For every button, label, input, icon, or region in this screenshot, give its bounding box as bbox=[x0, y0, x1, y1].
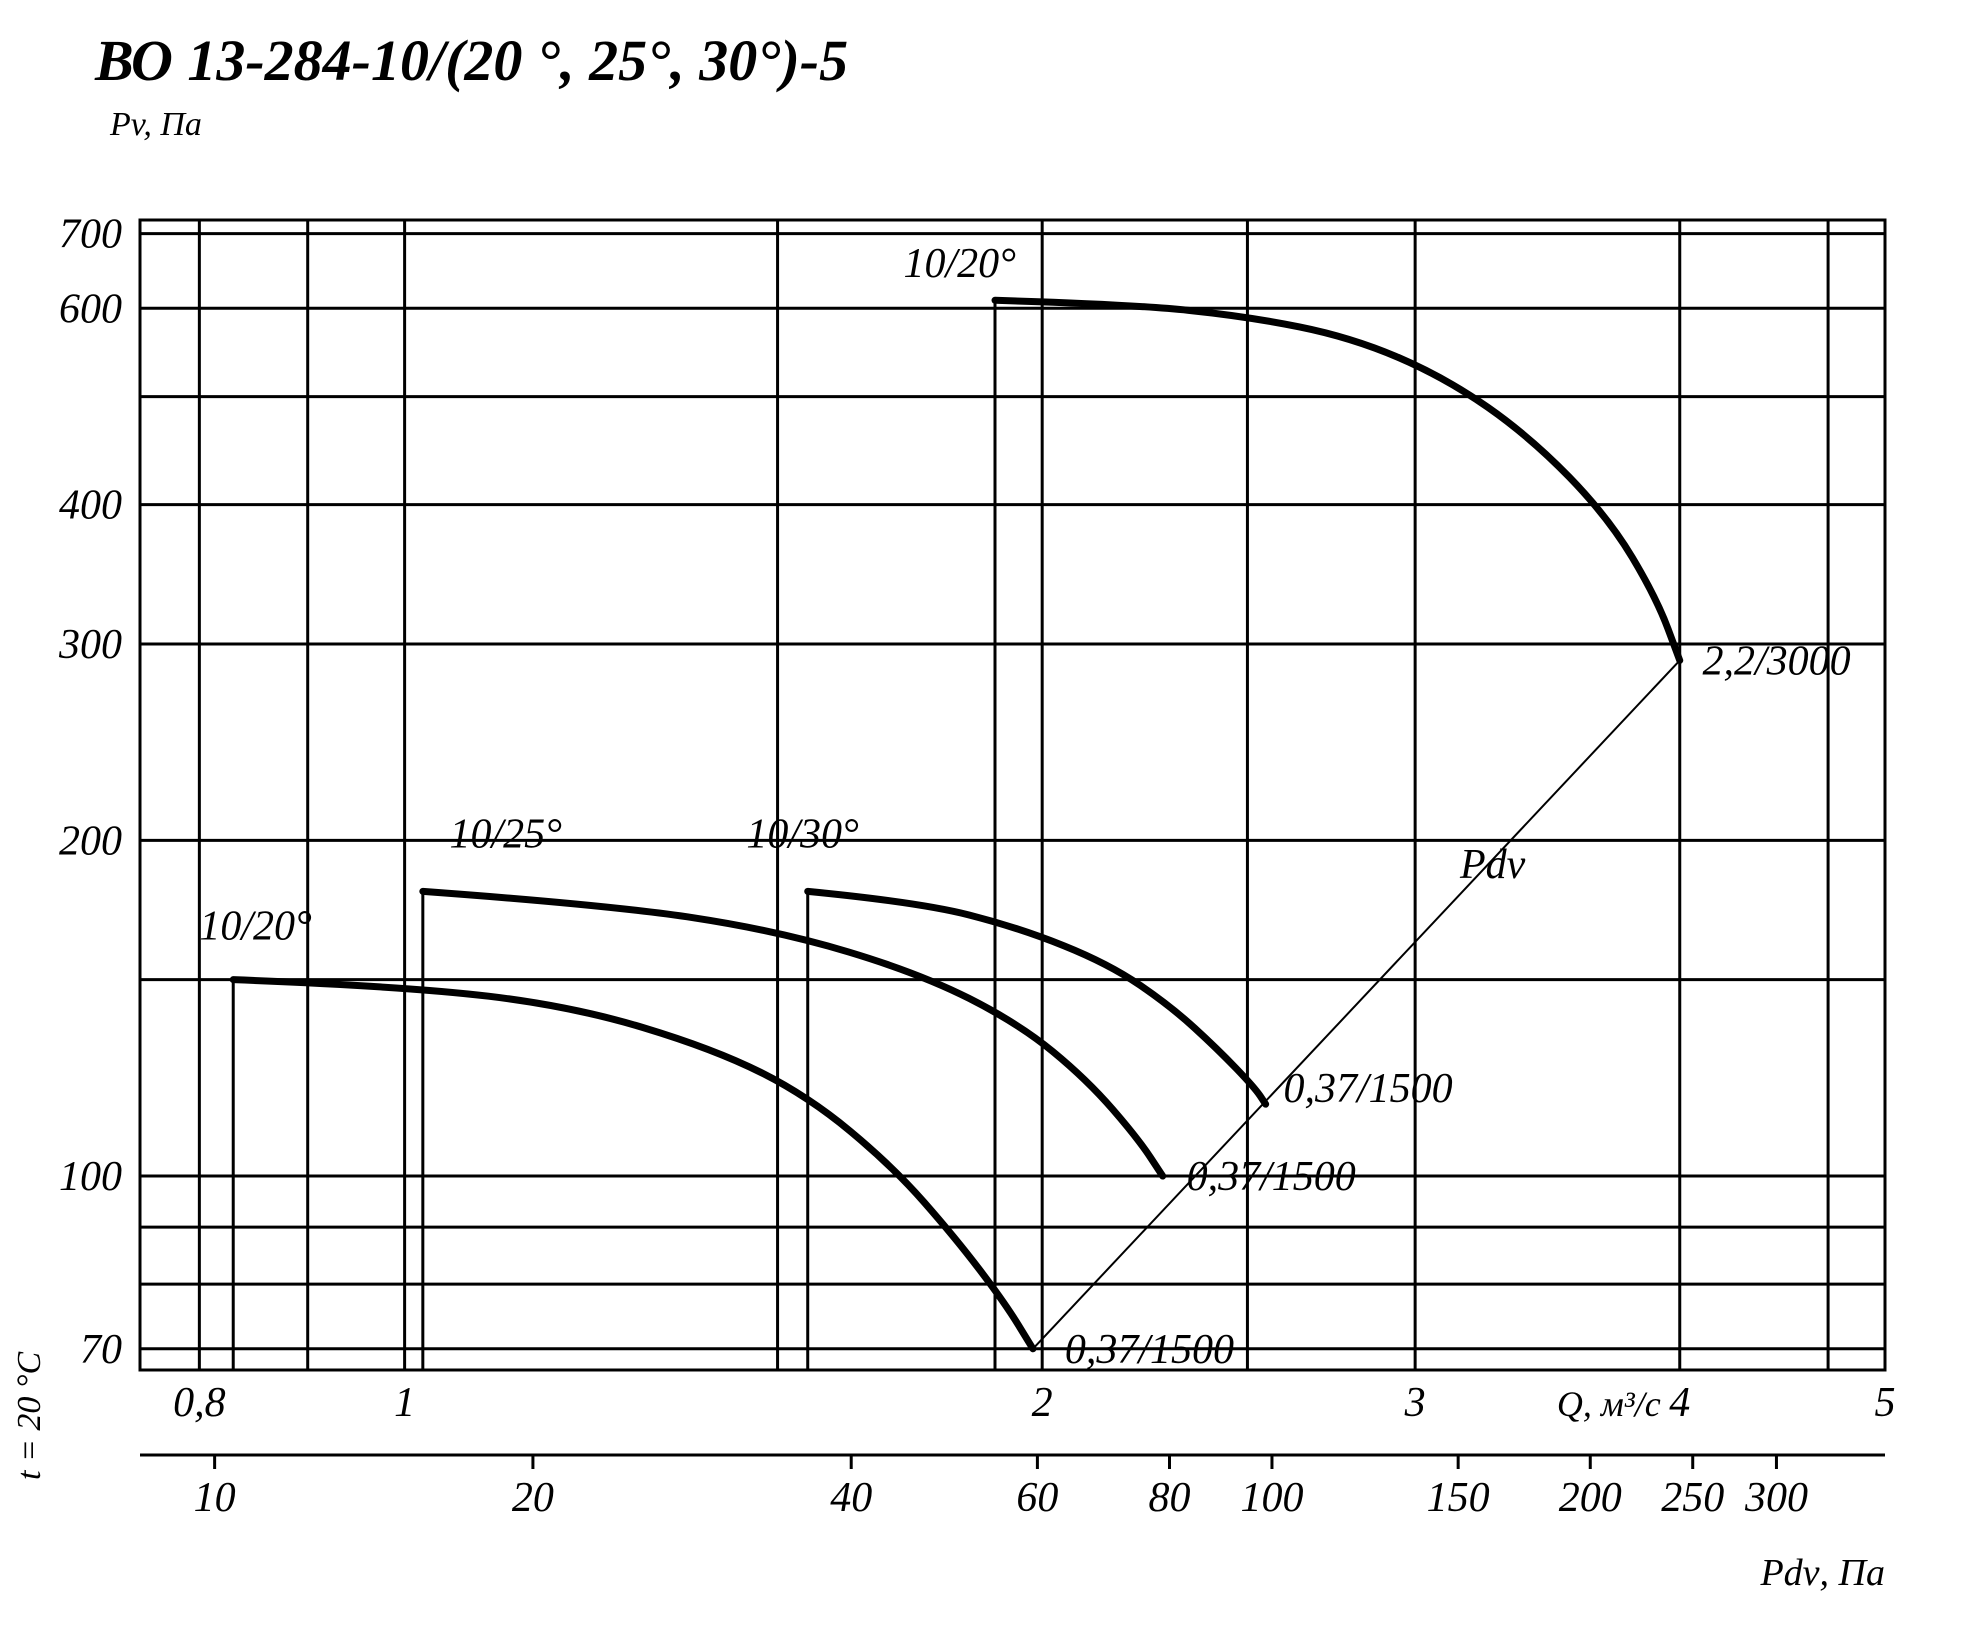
x-axis-unit-label: Q, м³/с bbox=[1557, 1384, 1661, 1424]
lower-curve-10-20 bbox=[233, 980, 1033, 1349]
x-tick-label: 0,8 bbox=[173, 1380, 226, 1426]
pdv-label: Pdν bbox=[1459, 842, 1526, 888]
second-x-tick-label: 80 bbox=[1149, 1475, 1191, 1521]
lower-curve-10-25-start-label: 10/25° bbox=[449, 812, 562, 858]
second-x-tick-label: 40 bbox=[830, 1475, 872, 1521]
y-tick-label: 200 bbox=[59, 818, 122, 864]
second-x-tick-label: 150 bbox=[1427, 1475, 1490, 1521]
temperature-label: t = 20 °C bbox=[11, 1352, 48, 1480]
x-tick-label: 1 bbox=[394, 1380, 415, 1426]
second-x-tick-label: 300 bbox=[1744, 1475, 1808, 1521]
lower-curve-10-30-start-label: 10/30° bbox=[746, 812, 859, 858]
lower-curve-10-20-end-label: 0,37/1500 bbox=[1065, 1327, 1234, 1373]
second-x-axis-unit-label: Pdν, Па bbox=[1759, 1552, 1885, 1594]
y-tick-label: 100 bbox=[59, 1154, 122, 1200]
second-x-tick-label: 60 bbox=[1016, 1475, 1058, 1521]
y-tick-label: 400 bbox=[59, 483, 122, 529]
chart-svg: ВО 13-284-10/(20 °, 25°, 30°)-5 Pv, Па 70 1… bbox=[0, 0, 1961, 1626]
x-tick-label: 3 bbox=[1404, 1380, 1426, 1426]
pdv-line bbox=[1033, 660, 1680, 1348]
lower-curve-10-25-end-label: 0,37/1500 bbox=[1187, 1154, 1356, 1200]
lower-curve-10-20-start-label: 10/20° bbox=[199, 903, 312, 949]
y-tick-label: 600 bbox=[59, 286, 122, 332]
upper-curve-10-20-end-label: 2,2/3000 bbox=[1702, 638, 1850, 684]
upper-curve-10-20 bbox=[995, 300, 1680, 660]
y-axis-unit-label: Pv, Па bbox=[109, 106, 202, 143]
upper-curve-10-20-start-label: 10/20° bbox=[903, 241, 1016, 287]
plot-border bbox=[140, 220, 1885, 1370]
y-tick-label: 70 bbox=[80, 1327, 122, 1373]
lower-curve-10-25 bbox=[423, 891, 1163, 1176]
x-tick-label: 5 bbox=[1875, 1380, 1896, 1426]
second-x-tick-label: 100 bbox=[1240, 1475, 1303, 1521]
y-tick-label: 300 bbox=[58, 622, 122, 668]
second-x-tick-label: 10 bbox=[194, 1475, 236, 1521]
second-x-tick-label: 200 bbox=[1559, 1475, 1622, 1521]
lower-curve-10-30-end-label: 0,37/1500 bbox=[1284, 1066, 1453, 1112]
lower-curve-10-30 bbox=[808, 891, 1266, 1104]
second-x-tick-label: 250 bbox=[1661, 1475, 1724, 1521]
chart-title: ВО 13-284-10/(20 °, 25°, 30°)-5 bbox=[94, 28, 848, 93]
x-tick-label: 2 bbox=[1032, 1380, 1053, 1426]
y-tick-label: 700 bbox=[59, 212, 122, 258]
x-tick-label: 4 bbox=[1669, 1380, 1690, 1426]
chart-container: ВО 13-284-10/(20 °, 25°, 30°)-5 Pv, Па 70 1… bbox=[0, 0, 1961, 1626]
second-x-tick-label: 20 bbox=[512, 1475, 554, 1521]
